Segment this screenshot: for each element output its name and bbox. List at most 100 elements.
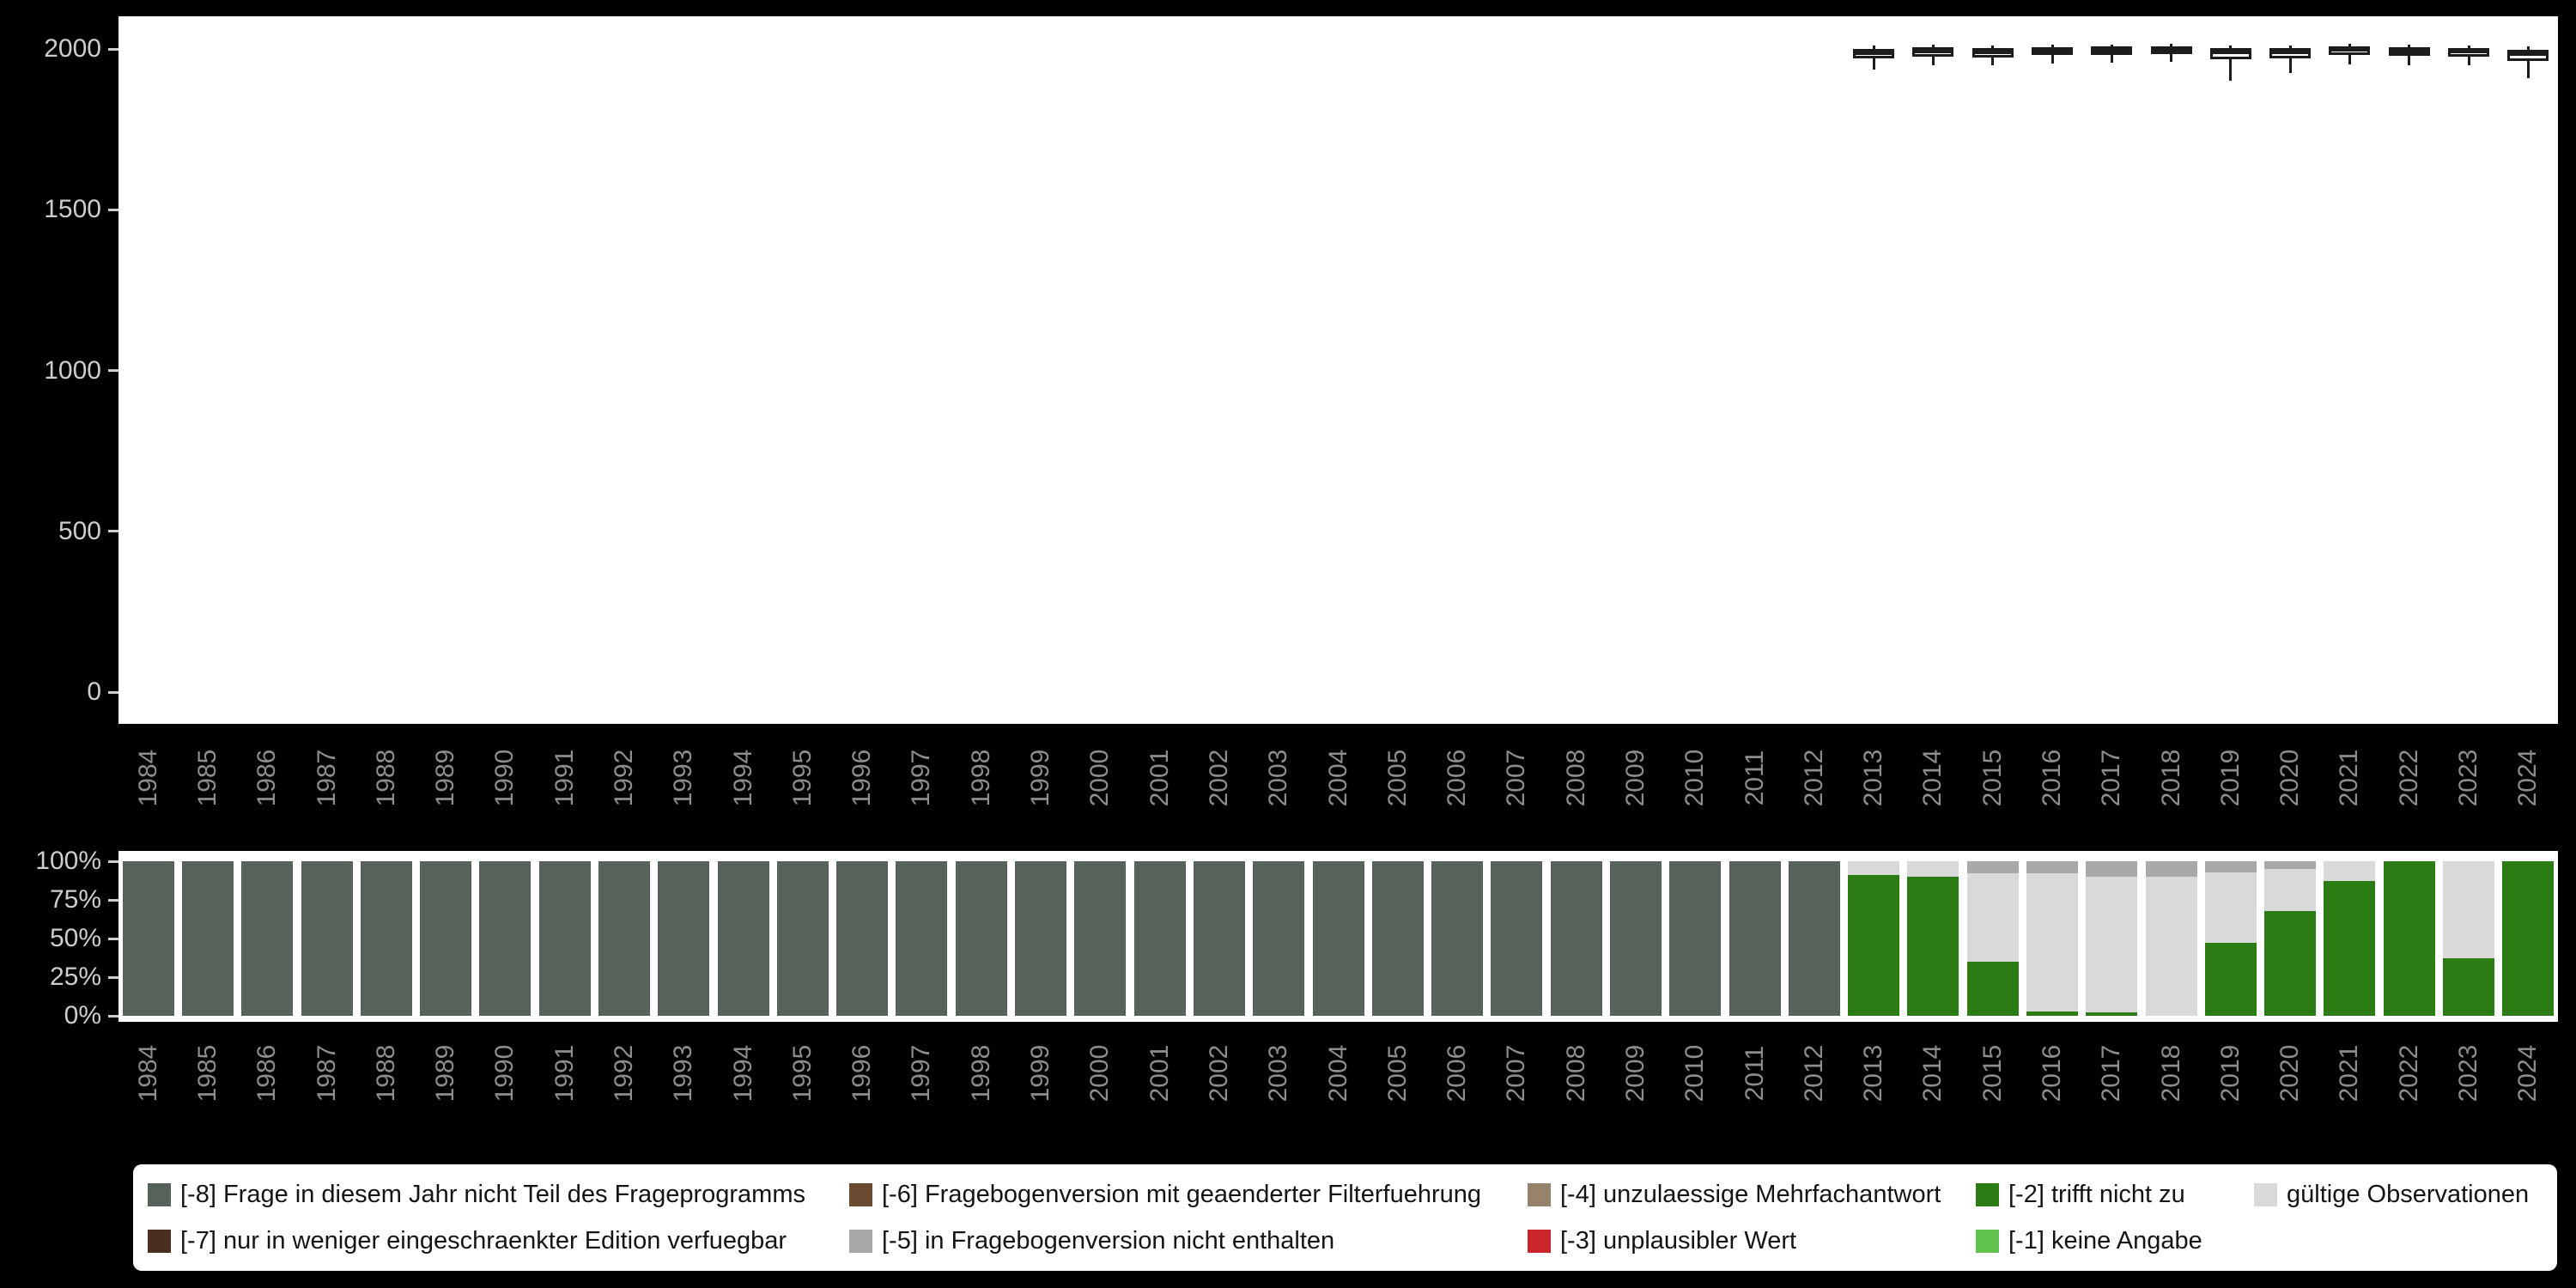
bar-y-tick-label: 75%	[49, 885, 101, 914]
bar-segment--5	[2026, 861, 2078, 874]
bar-x-tick-label: 2000	[1085, 1044, 1115, 1103]
bar-x-tick-label: 2022	[2394, 1044, 2423, 1103]
bar-x-tick-label: 1993	[669, 1044, 698, 1103]
bar-segment--8	[1312, 861, 1364, 1016]
boxplot-y-tick-mark	[108, 208, 118, 211]
bar-segment-valid	[2086, 877, 2138, 1013]
boxplot-x-tick-label: 1996	[848, 749, 877, 807]
bar-x-tick-label: 1990	[490, 1044, 519, 1103]
bar-x-tick-label: 2002	[1204, 1044, 1233, 1103]
boxplot-median	[2269, 50, 2312, 54]
boxplot-x-tick-label: 2006	[1443, 749, 1472, 807]
bar-segment--8	[896, 861, 948, 1016]
legend-item--3: [-3] unplausibler Wert	[1528, 1227, 1976, 1255]
bar-segment--2	[2502, 861, 2555, 1016]
bar-x-tick-label: 2011	[1740, 1045, 1769, 1102]
bar-x-tick-label: 1987	[312, 1044, 341, 1103]
bar-x-tick-label: 2009	[1620, 1044, 1649, 1103]
boxplot-x-tick-label: 1992	[609, 749, 638, 807]
bar-y-tick-label: 100%	[35, 847, 101, 875]
bar-y-tick-label: 0%	[64, 1001, 101, 1030]
legend-item--7: [-7] nur in weniger eingeschraenkter Edi…	[148, 1227, 849, 1255]
bar-x-tick-label: 1991	[550, 1044, 579, 1103]
boxplot-y-tick-label: 2000	[44, 34, 101, 63]
boxplot-median	[2091, 48, 2133, 52]
bar-segment--8	[1074, 861, 1127, 1016]
bar-segment--8	[1253, 861, 1305, 1016]
legend-item--1: [-1] keine Angabe	[1976, 1227, 2254, 1255]
boxplot-y-tick-mark	[108, 369, 118, 372]
bar-segment--8	[1550, 861, 1602, 1016]
bar-y-tick-mark	[108, 975, 118, 979]
legend-label: [-7] nur in weniger eingeschraenkter Edi…	[180, 1226, 787, 1255]
boxplot-x-tick-label: 1999	[1026, 749, 1055, 807]
boxplot-x-tick-label: 1989	[431, 749, 460, 807]
boxplot-plot-area	[118, 16, 2558, 724]
bar-x-tick-label: 1996	[848, 1044, 877, 1103]
bar-x-tick-label: 2021	[2335, 1044, 2364, 1103]
bar-segment--8	[658, 861, 710, 1016]
boxplot-x-tick-label: 2013	[1859, 749, 1888, 807]
bar-x-tick-label: 2024	[2513, 1044, 2543, 1103]
bar-segment--2	[2264, 910, 2317, 1016]
bar-segment--5	[2264, 861, 2317, 869]
legend-swatch--5	[849, 1229, 872, 1253]
bar-segment--8	[122, 861, 174, 1016]
bar-x-tick-label: 1997	[907, 1044, 936, 1103]
bar-segment--2	[2204, 943, 2257, 1016]
boxplot-median	[2032, 49, 2073, 53]
bar-segment-valid	[2264, 869, 2317, 911]
boxplot-x-tick-label: 1994	[728, 749, 757, 807]
bar-segment--8	[181, 861, 234, 1016]
boxplot-x-tick-label: 2003	[1264, 749, 1293, 807]
legend-swatch--1	[1976, 1229, 1999, 1253]
boxplot-x-tick-label: 2002	[1204, 749, 1233, 807]
bar-x-tick-label: 2008	[1561, 1044, 1590, 1103]
bar-segment--5	[2204, 861, 2257, 872]
bar-x-tick-label: 1998	[966, 1044, 995, 1103]
bar-segment--8	[420, 861, 472, 1016]
bar-segment--8	[776, 861, 829, 1016]
bar-y-tick-label: 25%	[49, 963, 101, 991]
boxplot-median	[2329, 48, 2371, 52]
legend-label: [-3] unplausibler Wert	[1560, 1226, 1797, 1255]
boxplot-x-tick-label: 1997	[907, 749, 936, 807]
boxplot-x-tick-label: 2021	[2335, 749, 2364, 807]
boxplot-x-tick-label: 2022	[2394, 749, 2423, 807]
boxplot-median	[2448, 50, 2490, 54]
bar-segment--2	[2086, 1012, 2138, 1016]
bar-x-tick-label: 2018	[2156, 1044, 2185, 1103]
boxplot-x-tick-label: 2019	[2215, 749, 2245, 807]
bar-x-tick-label: 1986	[252, 1044, 282, 1103]
bar-segment--8	[360, 861, 412, 1016]
bar-x-tick-label: 2006	[1443, 1044, 1472, 1103]
bar-segment--8	[1193, 861, 1245, 1016]
bar-x-tick-label: 2012	[1799, 1044, 1828, 1103]
bar-segment-valid	[1848, 861, 1900, 876]
bar-x-tick-label: 2007	[1502, 1044, 1531, 1103]
boxplot-x-tick-label: 2020	[2275, 749, 2305, 807]
legend-item--4: [-4] unzulaessige Mehrfachantwort	[1528, 1181, 1976, 1209]
boxplot-median	[2388, 49, 2430, 53]
boxplot-y-tick-label: 1500	[44, 195, 101, 224]
bar-x-tick-label: 2020	[2275, 1044, 2305, 1103]
boxplot-x-tick-label: 1990	[490, 749, 519, 807]
bar-segment--8	[1431, 861, 1484, 1016]
bar-segment--8	[1788, 861, 1840, 1016]
legend-label: [-6] Fragebogenversion mit geaenderter F…	[882, 1180, 1481, 1208]
legend-label: [-2] trifft nicht zu	[2008, 1180, 2185, 1208]
boxplot-x-tick-label: 2012	[1799, 749, 1828, 807]
legend-label: [-4] unzulaessige Mehrfachantwort	[1560, 1180, 1941, 1208]
boxplot-whisker	[2288, 45, 2292, 74]
bar-y-tick-mark	[108, 937, 118, 940]
bar-segment--8	[717, 861, 769, 1016]
bar-x-tick-label: 2001	[1145, 1044, 1174, 1103]
bar-segment-valid	[2026, 873, 2078, 1012]
legend-swatch--8	[148, 1182, 171, 1206]
boxplot-x-tick-label: 2001	[1145, 749, 1174, 807]
boxplot-x-tick-label: 2008	[1561, 749, 1590, 807]
bar-segment--8	[598, 861, 650, 1016]
bar-x-tick-label: 1988	[371, 1044, 400, 1103]
legend-item--5: [-5] in Fragebogenversion nicht enthalte…	[849, 1227, 1528, 1255]
boxplot-x-tick-label: 2016	[2038, 749, 2066, 807]
